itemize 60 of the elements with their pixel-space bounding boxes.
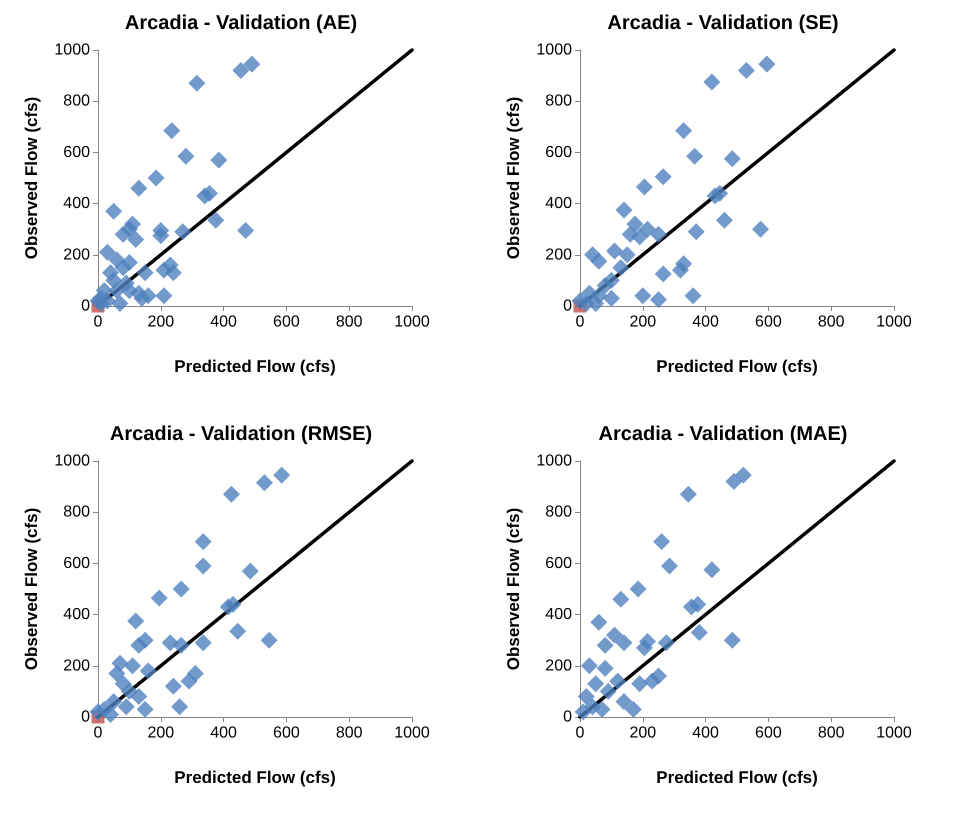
x-axis-title: Predicted Flow (cfs) — [656, 357, 818, 376]
y-tick-label: 400 — [545, 606, 572, 624]
y-tick-label: 600 — [63, 144, 90, 161]
x-tick-label: 600 — [755, 314, 782, 330]
y-tick-label: 200 — [545, 657, 572, 674]
x-tick-label: 1000 — [394, 314, 430, 330]
x-tick-label: 600 — [273, 724, 300, 742]
x-tick-label: 1000 — [394, 724, 430, 742]
x-tick-label: 800 — [336, 724, 363, 742]
y-tick-label: 400 — [545, 195, 572, 212]
x-tick-label: 800 — [818, 314, 845, 330]
y-tick-label: 200 — [63, 246, 90, 264]
y-tick-label: 800 — [63, 92, 90, 110]
chart-title: Arcadia - Validation (MAE) — [598, 423, 848, 445]
y-tick-label: 1000 — [536, 42, 572, 58]
y-tick-label: 800 — [545, 504, 572, 521]
y-tick-label: 200 — [545, 246, 572, 264]
x-tick-label: 800 — [818, 724, 845, 742]
x-axis-title: Predicted Flow (cfs) — [174, 768, 336, 787]
x-tick-label: 1000 — [876, 314, 912, 330]
y-tick-label: 600 — [545, 554, 572, 572]
x-tick-label: 400 — [692, 724, 720, 742]
y-tick-label: 200 — [63, 657, 90, 674]
x-axis-title: Predicted Flow (cfs) — [656, 768, 818, 787]
x-tick-label: 800 — [336, 314, 363, 330]
chart-title: Arcadia - Validation (SE) — [607, 12, 839, 34]
y-tick-label: 800 — [545, 92, 572, 110]
x-tick-label: 0 — [576, 314, 585, 330]
y-tick-label: 0 — [563, 298, 572, 314]
y-axis-title: Observed Flow (cfs) — [22, 508, 41, 670]
y-tick-label: 800 — [63, 504, 90, 521]
y-tick-label: 0 — [563, 708, 572, 726]
y-tick-label: 400 — [63, 606, 90, 624]
y-axis-title: Observed Flow (cfs) — [22, 96, 41, 260]
x-tick-label: 400 — [692, 314, 720, 330]
chart-title: Arcadia - Validation (RMSE) — [110, 423, 372, 445]
y-tick-label: 0 — [81, 298, 90, 314]
x-axis-title: Predicted Flow (cfs) — [174, 357, 336, 376]
x-tick-label: 200 — [147, 724, 174, 742]
x-tick-label: 200 — [629, 314, 656, 330]
x-tick-label: 600 — [755, 724, 782, 742]
x-tick-label: 200 — [629, 724, 656, 742]
y-tick-label: 600 — [545, 144, 572, 161]
x-tick-label: 200 — [147, 314, 174, 330]
y-axis-title: Observed Flow (cfs) — [504, 96, 523, 260]
x-tick-label: 600 — [273, 314, 300, 330]
y-tick-label: 600 — [63, 554, 90, 572]
x-tick-label: 400 — [210, 724, 238, 742]
y-tick-label: 400 — [63, 195, 90, 212]
x-tick-label: 400 — [210, 314, 238, 330]
x-tick-label: 0 — [94, 314, 103, 330]
y-tick-label: 1000 — [54, 452, 90, 470]
y-tick-label: 0 — [81, 708, 90, 726]
x-tick-label: 1000 — [876, 724, 912, 742]
y-axis-title: Observed Flow (cfs) — [504, 508, 523, 670]
y-tick-label: 1000 — [536, 452, 572, 470]
x-tick-label: 0 — [94, 724, 103, 742]
y-tick-label: 1000 — [54, 42, 90, 58]
x-tick-label: 0 — [576, 724, 585, 742]
chart-title: Arcadia - Validation (AE) — [124, 12, 358, 34]
